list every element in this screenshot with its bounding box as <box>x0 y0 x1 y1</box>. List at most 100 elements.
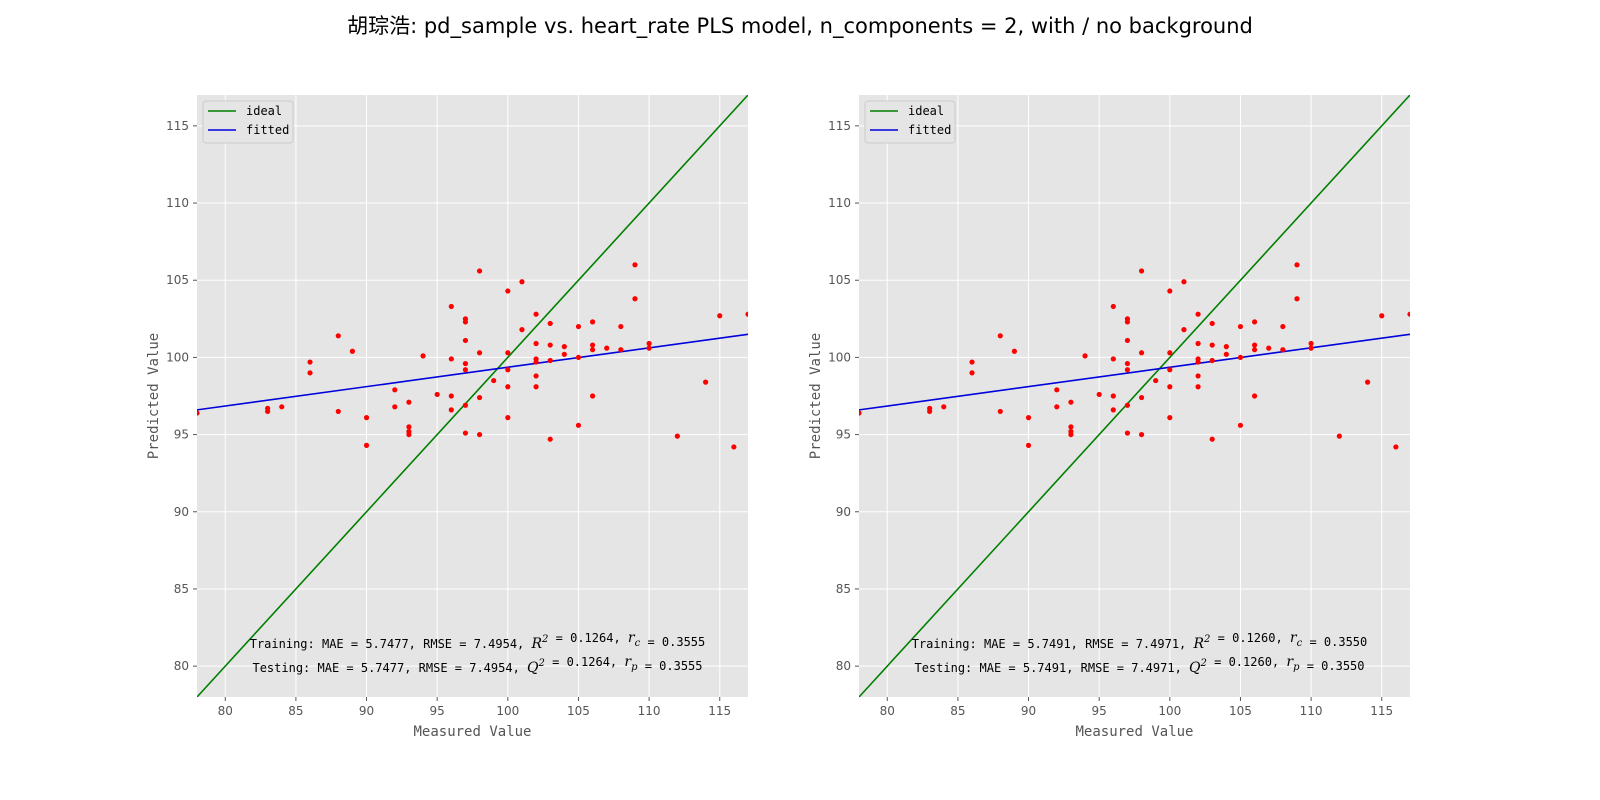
y-tick-label: 95 <box>836 428 851 442</box>
data-point <box>927 408 933 415</box>
data-point <box>717 313 723 319</box>
y-tick-label: 100 <box>166 350 189 364</box>
y-tick-label: 105 <box>828 273 851 287</box>
ideal-line <box>197 95 748 697</box>
data-point <box>547 357 553 364</box>
data-point <box>703 379 709 385</box>
x-tick-label: 80 <box>218 704 233 718</box>
data-point <box>1308 345 1314 351</box>
data-point <box>1167 367 1173 373</box>
data-point <box>646 345 652 351</box>
data-point <box>1195 384 1201 390</box>
data-point <box>462 360 469 367</box>
y-tick-label: 110 <box>166 196 189 210</box>
data-point <box>533 373 539 379</box>
legend-label: ideal <box>908 104 944 118</box>
data-point <box>505 367 511 373</box>
training-stats: Training: MAE = 5.7477, RMSE = 7.4954, R… <box>250 630 706 652</box>
data-point <box>363 442 370 448</box>
legend-label: fitted <box>908 123 951 137</box>
data-point <box>1138 394 1145 401</box>
data-point <box>1025 442 1032 448</box>
right-plot: 80 85 90 95 100 105 110 115 80 85 90 95 100 105 110 115… <box>808 95 1410 740</box>
data-point <box>969 370 975 376</box>
data-point <box>731 444 737 450</box>
legend-label: fitted <box>246 123 289 137</box>
data-point <box>462 402 469 408</box>
data-point <box>406 424 412 430</box>
x-tick-label: 85 <box>288 704 303 718</box>
data-point <box>491 377 497 384</box>
data-point <box>561 344 567 350</box>
x-tick-label: 115 <box>1370 704 1393 718</box>
y-tick-label: 80 <box>836 659 851 673</box>
data-point <box>1124 367 1131 373</box>
figure-title: 胡琮浩: pd_sample vs. heart_rate PLS model,… <box>347 14 1253 39</box>
data-point <box>632 296 638 302</box>
data-point <box>448 393 454 399</box>
y-tick-label: 85 <box>174 582 189 596</box>
y-tick-label: 115 <box>166 119 189 133</box>
data-point <box>420 353 426 359</box>
data-point <box>575 323 582 330</box>
data-point <box>1167 384 1173 390</box>
data-point <box>745 311 748 317</box>
data-point <box>197 410 200 416</box>
data-point <box>335 408 341 415</box>
data-point <box>1167 350 1173 356</box>
data-point <box>1336 433 1342 439</box>
x-tick-label: 110 <box>638 704 661 718</box>
data-point <box>1379 313 1385 319</box>
data-point <box>1167 288 1173 294</box>
data-point <box>448 356 454 362</box>
x-tick-label: 95 <box>1092 704 1107 718</box>
testing-stats: Testing: MAE = 5.7491, RMSE = 7.4971, Q2… <box>914 654 1364 676</box>
data-point <box>1068 399 1074 405</box>
data-point <box>1054 404 1060 410</box>
data-point <box>349 348 356 354</box>
x-tick-label: 95 <box>430 704 445 718</box>
data-point <box>392 387 398 393</box>
data-point <box>533 384 539 390</box>
data-point <box>519 327 525 333</box>
data-point <box>462 367 469 373</box>
data-point <box>561 351 567 357</box>
y-tick-label: 115 <box>828 119 851 133</box>
data-point <box>997 333 1003 339</box>
y-axis-label: Predicted Value <box>146 333 162 459</box>
data-point <box>547 320 553 327</box>
data-point <box>476 350 483 356</box>
data-point <box>589 342 596 348</box>
data-point <box>1124 360 1131 367</box>
data-point <box>1280 323 1286 330</box>
data-point <box>674 433 680 439</box>
data-point <box>1167 415 1173 421</box>
data-point <box>1110 407 1116 413</box>
data-point <box>1266 345 1272 351</box>
y-tick-label: 80 <box>174 659 189 673</box>
data-point <box>1124 430 1131 436</box>
legend-label: ideal <box>246 104 282 118</box>
data-point <box>1223 344 1229 350</box>
data-point <box>265 408 271 415</box>
data-point <box>392 404 398 410</box>
y-tick-label: 100 <box>828 350 851 364</box>
data-point <box>969 359 975 365</box>
data-point <box>1195 359 1201 365</box>
data-point <box>462 337 469 344</box>
data-point <box>1195 311 1201 317</box>
x-tick-label: 90 <box>1021 704 1036 718</box>
data-point <box>941 404 947 410</box>
data-point <box>505 350 511 356</box>
x-tick-label: 115 <box>708 704 731 718</box>
data-point <box>1237 323 1244 330</box>
data-point <box>1054 387 1060 393</box>
x-tick-label: 105 <box>567 704 590 718</box>
data-point <box>604 345 610 351</box>
x-tick-label: 100 <box>496 704 519 718</box>
data-point <box>1308 340 1314 347</box>
data-point <box>448 303 454 310</box>
data-point <box>1223 351 1229 357</box>
data-point <box>1251 347 1258 353</box>
